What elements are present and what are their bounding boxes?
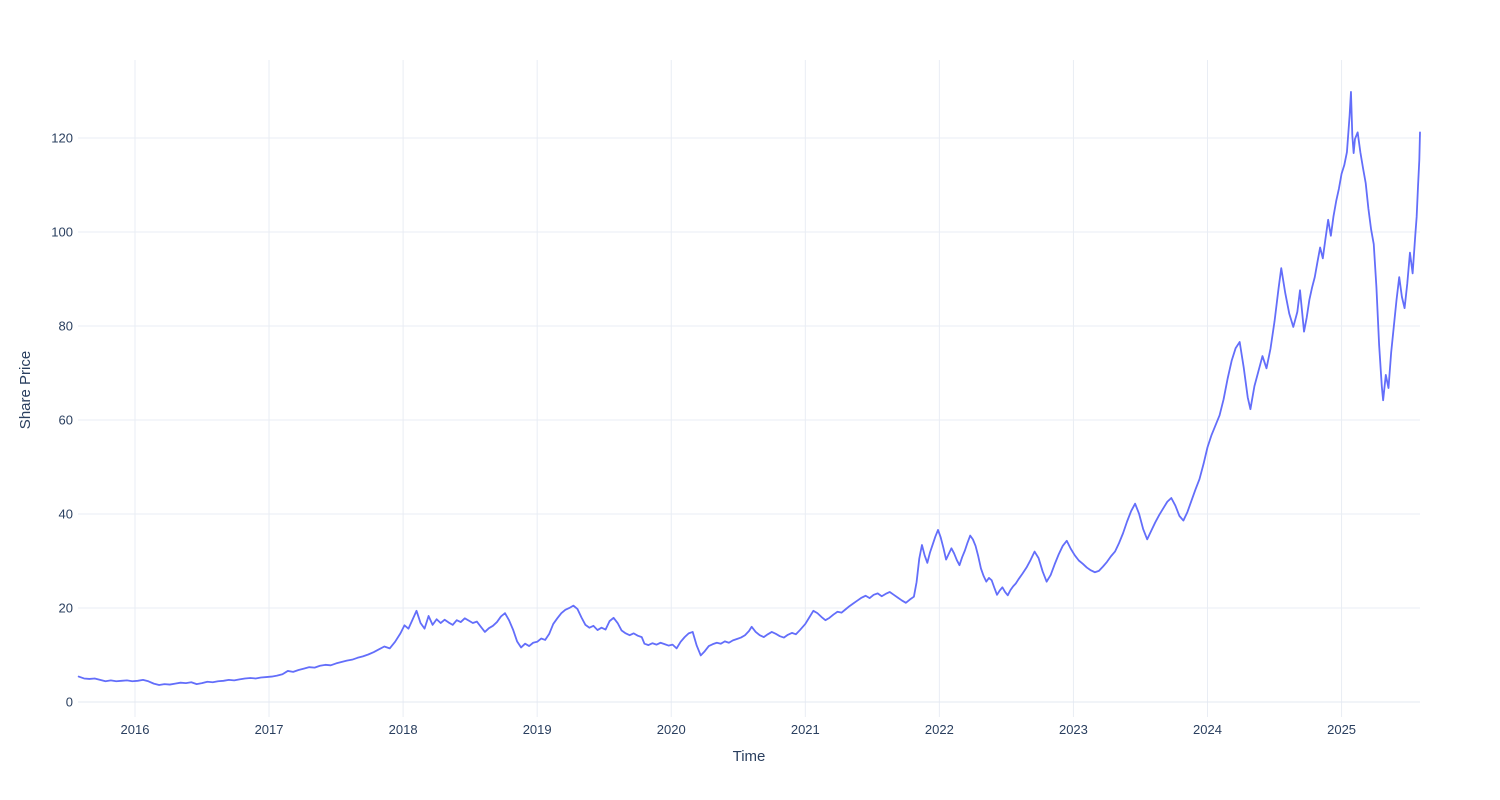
x-tick-label: 2022 (925, 722, 954, 737)
y-tick-label: 80 (59, 319, 73, 334)
x-tick-label: 2019 (523, 722, 552, 737)
x-tick-label: 2017 (255, 722, 284, 737)
y-tick-label: 100 (51, 225, 73, 240)
y-tick-label: 20 (59, 601, 73, 616)
x-axis-title: Time (733, 748, 766, 765)
x-tick-label: 2016 (121, 722, 150, 737)
share-price-series-line (77, 91, 1421, 686)
x-tick-label: 2018 (389, 722, 418, 737)
x-tick-label: 2020 (657, 722, 686, 737)
vertical-gridlines (134, 60, 1343, 717)
x-axis-tick-labels: 2016 2017 2018 2019 2020 2021 2022 2023 2024 2025 (121, 722, 1357, 737)
x-tick-label: 2023 (1059, 722, 1088, 737)
x-tick-label: 2024 (1193, 722, 1222, 737)
y-axis-tick-labels: 0 20 40 60 80 100 120 (51, 131, 73, 710)
y-tick-label: 60 (59, 413, 73, 428)
horizontal-gridlines (78, 137, 1420, 703)
y-tick-label: 40 (59, 507, 73, 522)
y-tick-label: 0 (66, 695, 73, 710)
x-tick-label: 2025 (1327, 722, 1356, 737)
y-tick-label: 120 (51, 131, 73, 146)
y-axis-title: Share Price (17, 351, 34, 429)
x-tick-label: 2021 (791, 722, 820, 737)
